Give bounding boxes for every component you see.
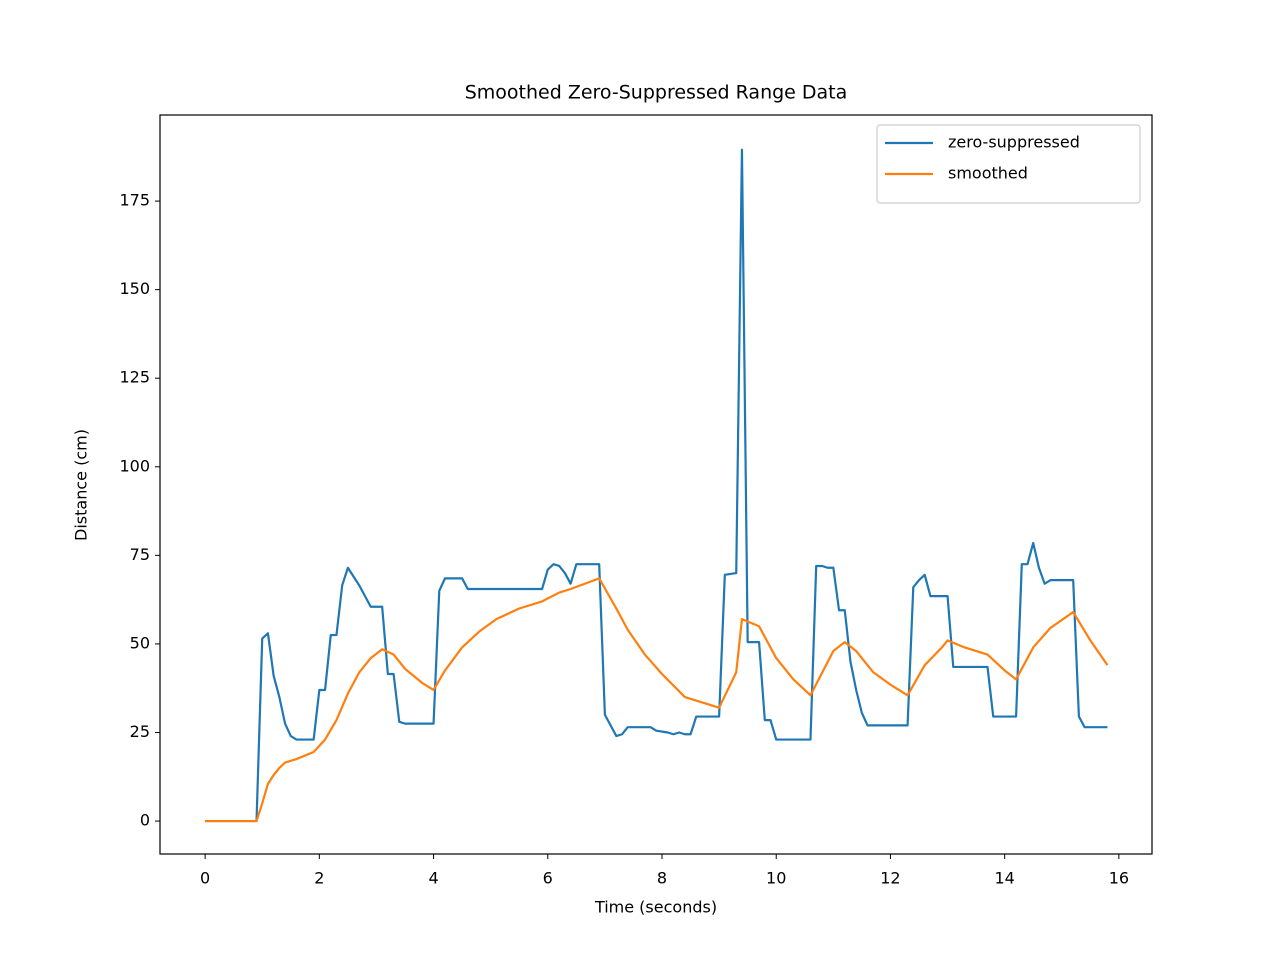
y-tick-label: 175 bbox=[119, 191, 150, 210]
x-tick-label: 4 bbox=[428, 869, 438, 888]
data-line bbox=[205, 577, 1109, 823]
y-tick-label: 25 bbox=[130, 722, 150, 741]
x-tick-label: 14 bbox=[994, 869, 1014, 888]
x-tick-label: 0 bbox=[200, 869, 210, 888]
x-tick-label: 8 bbox=[657, 869, 667, 888]
y-tick-label: 0 bbox=[140, 811, 150, 830]
plot-frame bbox=[159, 114, 1153, 855]
y-tick-label: 100 bbox=[119, 456, 150, 475]
x-tick-label: 16 bbox=[1109, 869, 1129, 888]
chart-title: Smoothed Zero-Suppressed Range Data bbox=[465, 82, 848, 104]
y-axis-label: Distance (cm) bbox=[72, 429, 91, 541]
x-tick-label: 2 bbox=[314, 869, 324, 888]
y-tick-label: 75 bbox=[130, 545, 150, 564]
x-tick-label: 10 bbox=[766, 869, 786, 888]
data-line bbox=[205, 148, 1108, 823]
legend-label: zero-suppressed bbox=[948, 133, 1080, 152]
y-tick-label: 50 bbox=[130, 633, 150, 652]
y-tick-label: 125 bbox=[119, 368, 150, 387]
y-tick-label: 150 bbox=[119, 279, 150, 298]
x-tick-label: 12 bbox=[880, 869, 900, 888]
legend-box bbox=[876, 124, 1141, 204]
legend-label: smoothed bbox=[948, 164, 1028, 183]
x-axis-label: Time (seconds) bbox=[594, 898, 717, 917]
x-tick-label: 6 bbox=[543, 869, 553, 888]
